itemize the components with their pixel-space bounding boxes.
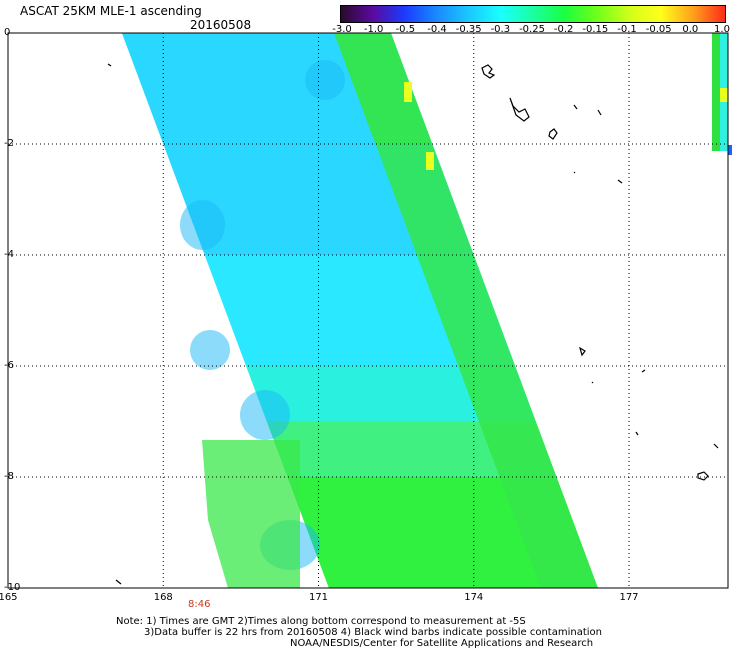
swath-high-value-cell bbox=[426, 152, 434, 170]
colorbar-tick-label: 1.0 bbox=[714, 24, 730, 35]
swath-east-edge bbox=[478, 421, 557, 477]
swath-east-edge bbox=[396, 199, 474, 255]
swath-east-edge bbox=[458, 366, 536, 422]
note-line-2: 3)Data buffer is 22 hrs from 20160508 4)… bbox=[144, 627, 602, 638]
colorbar-tick-label: -0.4 bbox=[427, 24, 447, 35]
island-outline bbox=[548, 128, 558, 140]
longitude-label: 174 bbox=[464, 592, 484, 603]
swath-patch bbox=[190, 330, 230, 370]
east-swath-highlight bbox=[720, 88, 728, 102]
swath-high-value-cell bbox=[404, 82, 412, 102]
colorbar bbox=[340, 5, 726, 23]
swath-band bbox=[163, 144, 454, 200]
colorbar-tick-label: -0.1 bbox=[617, 24, 637, 35]
island-outline bbox=[713, 443, 719, 449]
island-outline bbox=[573, 171, 576, 174]
product-title: ASCAT 25KM MLE-1 ascending bbox=[20, 4, 202, 18]
swath-green-region bbox=[202, 440, 300, 588]
swath-east-edge bbox=[416, 255, 495, 311]
swath-east-edge bbox=[437, 310, 516, 366]
colorbar-tick-label: -0.35 bbox=[455, 24, 482, 35]
swath-band bbox=[308, 532, 598, 588]
product-date: 20160508 bbox=[190, 18, 252, 32]
swath-band bbox=[266, 421, 557, 477]
island-outline bbox=[641, 369, 646, 373]
island-outline bbox=[573, 104, 578, 110]
island-outlines bbox=[107, 63, 719, 585]
latitude-label: 0 bbox=[4, 27, 11, 38]
longitude-label: 171 bbox=[308, 592, 329, 603]
colorbar-tick-label: -0.05 bbox=[645, 24, 672, 35]
colorbar-tick-label: -1.0 bbox=[363, 24, 384, 35]
latitude-label: -10 bbox=[4, 582, 21, 593]
longitude-label: 177 bbox=[619, 592, 639, 603]
swath-east-edge bbox=[499, 477, 578, 533]
colorbar-labels: -3.0 -1.0 -0.5 -0.4 -0.35 -0.3 -0.25 -0.2 -0.15-… bbox=[0, 0, 740, 40]
island-outline bbox=[579, 346, 586, 357]
swath-band bbox=[246, 366, 536, 422]
east-swath-blue-cell bbox=[728, 145, 732, 155]
longitude-label: 165 bbox=[0, 592, 18, 603]
island-outline bbox=[635, 431, 639, 436]
swath-east-edge bbox=[354, 88, 433, 144]
scatterometer-swath bbox=[121, 33, 732, 588]
island-outline bbox=[481, 64, 496, 79]
island-outline bbox=[115, 579, 122, 585]
swath-east-edge bbox=[520, 532, 598, 588]
longitude-label: 168 bbox=[153, 592, 173, 603]
swath-band bbox=[287, 477, 578, 533]
colorbar-tick-label: 0.0 bbox=[682, 24, 699, 35]
swath-east-edge bbox=[334, 33, 412, 89]
colorbar-tick-label: -0.15 bbox=[582, 24, 609, 35]
latitude-label: -4 bbox=[4, 249, 14, 260]
colorbar-tick-label: -3.0 bbox=[332, 24, 352, 35]
note-line-3: NOAA/NESDIS/Center for Satellite Applica… bbox=[290, 638, 594, 649]
colorbar-tick-label: -0.2 bbox=[553, 24, 574, 35]
island-outline bbox=[697, 471, 709, 481]
latitude-label: -6 bbox=[4, 360, 14, 371]
colorbar-tick-label: -0.25 bbox=[519, 24, 545, 35]
pass-time: 8:46 bbox=[188, 599, 211, 610]
swath-band bbox=[204, 255, 495, 311]
note-line-1: Note: 1) Times are GMT 2)Times along bot… bbox=[116, 616, 526, 627]
swath-band bbox=[183, 199, 474, 255]
map-frame bbox=[7, 32, 729, 589]
colorbar-tick-label: -0.3 bbox=[490, 24, 511, 35]
island-outline bbox=[591, 381, 594, 384]
island-outline bbox=[509, 97, 530, 122]
swath-patch bbox=[240, 390, 290, 440]
swath-patch bbox=[180, 200, 225, 250]
island-outline bbox=[107, 63, 112, 67]
latitude-label: -2 bbox=[4, 138, 14, 149]
island-outline bbox=[617, 179, 623, 184]
colorbar-tick-label: -0.5 bbox=[395, 24, 416, 35]
swath-patch bbox=[305, 60, 345, 100]
latitude-label: -8 bbox=[4, 471, 14, 482]
island-outline bbox=[597, 109, 602, 116]
